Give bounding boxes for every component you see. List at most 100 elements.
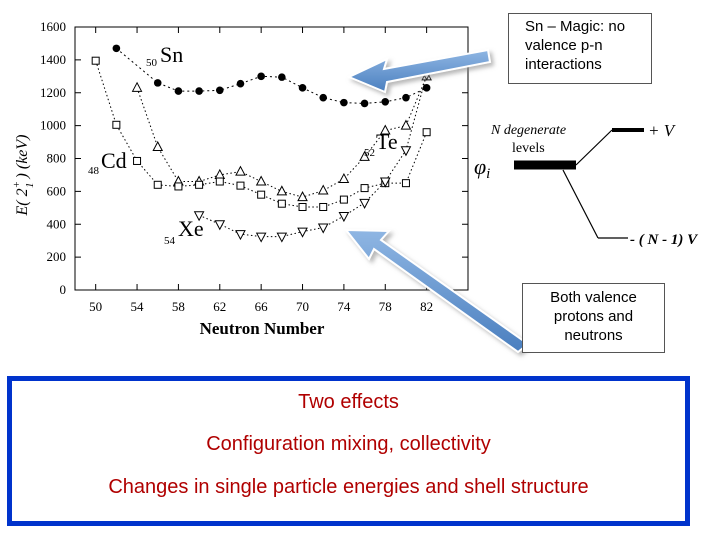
y-axis-title: E( 2+1 ) (keV): [11, 134, 36, 216]
data-point-xe: [317, 223, 329, 234]
x-tick-label: 66: [255, 299, 269, 314]
callout-sn-magic: Sn – Magic: no valence p-n interactions: [508, 13, 652, 84]
y-tick-label: 200: [47, 249, 67, 264]
data-point-cd: [215, 177, 224, 186]
data-point-cd: [174, 182, 183, 191]
data-point-te: [338, 172, 350, 184]
effect-single-particle-energies: Changes in single particle energies and …: [108, 476, 589, 498]
data-point-sn: [340, 98, 348, 107]
y-tick-label: 1200: [40, 85, 66, 100]
callout-sn-line1: Sn – Magic: no: [525, 18, 626, 35]
minus-v-label: - ( N - 1) V: [630, 232, 699, 248]
data-point-te: [297, 191, 308, 202]
y-axis-title-tail: ) (keV): [14, 134, 31, 182]
data-point-sn: [381, 97, 390, 106]
data-point-sn: [298, 84, 307, 92]
data-point-xe: [338, 212, 350, 223]
x-axis-title: Neutron Number: [200, 319, 325, 338]
series-sn: [112, 44, 431, 108]
callout-both-valence: Both valence protons and neutrons: [522, 283, 665, 353]
data-point-sn: [402, 93, 410, 102]
data-point-sn: [257, 72, 265, 81]
data-point-xe: [214, 220, 226, 231]
data-point-cd: [112, 120, 121, 129]
data-point-cd: [236, 181, 245, 190]
data-point-cd: [133, 156, 142, 165]
plus-v-label: + V: [648, 121, 677, 140]
x-tick-label: 58: [172, 299, 185, 314]
x-tick-label: 50: [89, 299, 102, 314]
data-point-xe: [297, 227, 308, 238]
callout-sn-line2: valence p-n: [525, 37, 603, 54]
data-point-sn: [422, 84, 431, 92]
data-point-xe: [193, 211, 205, 222]
effects-title: Two effects: [298, 391, 399, 413]
data-point-sn: [236, 79, 245, 88]
data-point-cd: [298, 202, 307, 211]
data-point-sn: [319, 93, 328, 102]
axis-ticks: 0 200 400 600 800 1000 1200 1400 1600 50 54 58 62 66 7…: [40, 19, 468, 314]
data-point-sn: [278, 73, 286, 81]
data-point-xe: [359, 198, 370, 209]
xe-label: Xe: [178, 216, 204, 241]
callout-both-line3: neutrons: [564, 327, 623, 344]
y-tick-label: 400: [47, 216, 67, 231]
data-point-xe: [235, 230, 246, 241]
data-point-te: [131, 81, 143, 92]
data-point-te: [276, 185, 288, 196]
data-point-te: [359, 150, 370, 161]
x-tick-label: 82: [420, 299, 433, 314]
y-tick-label: 0: [60, 282, 67, 297]
te-mass-number: 52: [364, 147, 375, 159]
sn-label: Sn: [160, 42, 183, 67]
arrow-to-sn: [346, 48, 492, 94]
series-cd: [91, 56, 431, 211]
y-tick-label: 1000: [40, 118, 66, 133]
data-point-te: [400, 119, 412, 130]
data-point-cd: [257, 190, 266, 199]
y-axis-title-main: E( 2: [14, 188, 31, 216]
svg-text:E( 2+1 ) (keV): E( 2+1 ) (keV): [11, 134, 36, 216]
cd-mass-number: 48: [88, 165, 100, 177]
data-point-sn: [215, 86, 224, 95]
data-point-cd: [153, 180, 162, 189]
n-degenerate-line1: N degenerate: [490, 123, 566, 138]
series-label-sn: 50 Sn: [146, 42, 183, 69]
level-to-upper: [575, 129, 613, 166]
callout-both-line2: protons and: [553, 308, 634, 325]
series-label-cd: 48 Cd: [88, 148, 127, 177]
sn-mass-number: 50: [146, 57, 158, 69]
x-tick-label: 78: [379, 299, 392, 314]
data-point-xe: [255, 232, 267, 243]
effect-configuration-mixing: Configuration mixing, collectivity: [206, 433, 491, 455]
series-te: [131, 70, 432, 202]
callout-sn-line3: interactions: [525, 56, 602, 73]
y-tick-label: 1400: [40, 52, 66, 67]
data-point-te: [235, 165, 246, 176]
series-label-te: 52 Te: [364, 129, 398, 159]
level-to-lower: [562, 169, 599, 239]
x-tick-label: 62: [213, 299, 226, 314]
data-point-te: [152, 140, 164, 151]
series-layer: [91, 44, 432, 243]
data-point-cd: [277, 199, 286, 208]
n-degenerate-line2: levels: [512, 141, 545, 156]
data-point-sn: [112, 44, 121, 53]
series-label-xe: 54 Xe: [164, 216, 204, 247]
phi-label: φi: [474, 154, 490, 182]
data-point-te: [379, 124, 391, 135]
y-tick-label: 800: [47, 151, 67, 166]
callout-both-line1: Both valence: [550, 289, 637, 306]
data-point-te: [317, 184, 329, 195]
y-tick-label: 1600: [40, 19, 66, 34]
data-point-sn: [153, 79, 162, 87]
data-point-cd: [91, 56, 100, 65]
data-point-cd: [195, 180, 204, 189]
te-label: Te: [376, 129, 398, 154]
x-tick-label: 74: [337, 299, 351, 314]
x-tick-label: 54: [131, 299, 145, 314]
data-point-cd: [422, 128, 431, 137]
data-point-sn: [195, 87, 203, 95]
data-point-cd: [339, 195, 348, 204]
y-axis-title-sub: 1: [24, 182, 36, 188]
